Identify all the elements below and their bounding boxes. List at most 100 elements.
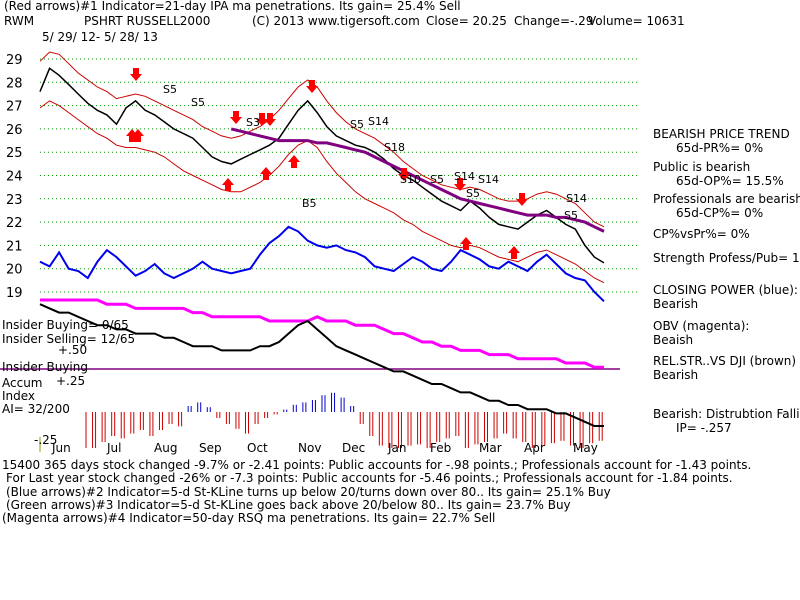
- obv-title: OBV (magenta):: [653, 319, 750, 333]
- y-tick-label: 20: [6, 263, 23, 278]
- relstr-title: REL.STR..VS DJI (brown): [653, 354, 797, 368]
- sell-arrow: [256, 113, 268, 126]
- y-tick-label: 28: [6, 76, 23, 91]
- signal-label: S5: [466, 187, 480, 200]
- obv-value: Beaish: [653, 333, 694, 347]
- stock-name: PSHRT RUSSELL2000: [84, 14, 211, 28]
- sell-arrow: [454, 178, 466, 191]
- y-tick-label: 19: [6, 286, 23, 301]
- footer-lastyear: For Last year stock changed -26% or -7.3…: [6, 471, 733, 485]
- y-tick-label: 21: [6, 239, 23, 254]
- ai-label: AI= 32/200: [2, 402, 70, 416]
- signal-arrows: [126, 68, 528, 259]
- minus-25-label: -.25: [34, 433, 58, 447]
- signal-label: S14: [454, 170, 475, 183]
- plus-50-label: +.50: [58, 343, 88, 357]
- index-label: Index: [2, 389, 36, 403]
- change-value: Change=-.29: [514, 14, 594, 28]
- cp-vs-pr: CP%vsPr%= 0%: [653, 227, 750, 241]
- footer-365day: 15400 365 days stock changed -9.7% or -2…: [2, 458, 752, 472]
- signal-label: S10: [400, 173, 421, 186]
- buy-arrow: [222, 178, 234, 191]
- price-trend-title: BEARISH PRICE TREND: [653, 127, 790, 141]
- y-tick-label: 23: [6, 193, 23, 208]
- insider-buying-count: Insider Buying= 0/65: [2, 318, 129, 332]
- buy-arrow: [132, 129, 144, 142]
- strength-profess: Strength Profess/Pub= 1.5: [653, 251, 800, 265]
- buy-arrow: [460, 237, 472, 250]
- signal-label: S5: [564, 209, 578, 222]
- copyright: (C) 2013 www.tigersoft.com: [252, 14, 420, 28]
- insider-selling-count: Insider Selling= 12/65: [2, 332, 136, 346]
- x-tick-label: Oct: [247, 441, 268, 455]
- sell-arrow: [264, 113, 276, 126]
- distribution-title: Bearish: Distrubtion Falling: [653, 407, 800, 421]
- y-tick-label: 25: [6, 146, 23, 161]
- x-tick-label: Sep: [199, 441, 222, 455]
- footer-green-arrows: (Green arrows)#3 Indicator=5-d St-KLine …: [6, 498, 571, 512]
- y-tick-label: 26: [6, 123, 23, 138]
- signal-label: S14: [566, 192, 587, 205]
- series-lines: [39, 51, 605, 427]
- series-line-upper-band: [39, 51, 605, 228]
- signal-label: S14: [368, 115, 389, 128]
- indicator-1-line: (Red arrows)#1 Indicator=21-day IPA ma p…: [4, 0, 461, 13]
- series-line-lower-band: [39, 100, 605, 284]
- sell-arrow: [230, 111, 242, 124]
- series-line-close: [39, 67, 605, 264]
- signal-label: S3: [246, 116, 260, 129]
- x-tick-label: Apr: [524, 441, 545, 455]
- x-tick-label: May: [573, 441, 598, 455]
- signal-label: S5: [191, 96, 205, 109]
- signal-label: B5: [302, 197, 317, 210]
- y-tick-label: 24: [6, 170, 23, 185]
- x-tick-label: Dec: [342, 441, 365, 455]
- footer-blue-arrows: (Blue arrows)#2 Indicator=5-d St-KLine t…: [6, 485, 611, 499]
- price-trend-value: 65d-PR%= 0%: [676, 141, 764, 155]
- buy-arrow: [288, 155, 300, 168]
- series-line-obv: [40, 298, 604, 369]
- relstr-value: Bearish: [653, 368, 699, 382]
- plus-25-label: +.25: [56, 374, 86, 388]
- buy-arrow: [260, 167, 272, 180]
- series-line-closing-power: [39, 225, 605, 303]
- signal-label: S5: [163, 83, 177, 96]
- accumulation-bars: [85, 392, 603, 448]
- y-tick-label: 29: [6, 53, 23, 68]
- sell-arrow: [516, 193, 528, 206]
- x-tick-label: Aug: [154, 441, 177, 455]
- sell-arrow: [130, 68, 142, 81]
- x-tick-label: Jul: [106, 441, 121, 455]
- distribution-value: IP= -.257: [676, 421, 732, 435]
- accum-label: Accum: [2, 376, 43, 390]
- symbol: RWM: [4, 14, 35, 28]
- series-line-rel-str-vs-dji: [39, 303, 604, 427]
- x-tick-label: Jun: [51, 441, 71, 455]
- professionals-title: Professionals are bearish: [653, 192, 800, 206]
- x-tick-label: Jan: [387, 441, 407, 455]
- date-range: 5/ 29/ 12- 5/ 28/ 13: [42, 30, 158, 44]
- insider-buying-label: Insider Buying: [2, 360, 88, 374]
- signal-label: S14: [478, 173, 499, 186]
- sell-arrow: [398, 168, 410, 181]
- closing-power-title: CLOSING POWER (blue):: [653, 283, 798, 297]
- series-line-moving-average: [230, 127, 605, 233]
- y-tick-label: 22: [6, 216, 23, 231]
- gridlines: [0, 58, 640, 452]
- sell-arrow: [306, 80, 318, 93]
- signal-label: S5: [430, 173, 444, 186]
- y-axis-labels: 29 28 27 26 25 24 23 22 21 20 19: [6, 53, 23, 301]
- x-axis-labels: Jun Jul Aug Sep Oct Nov Dec Jan Feb Mar Apr May: [51, 441, 598, 455]
- public-value: 65d-OP%= 15.5%: [676, 174, 784, 188]
- buy-arrow: [508, 246, 520, 259]
- x-tick-label: Mar: [479, 441, 502, 455]
- volume-value: Volume= 10631: [588, 14, 685, 28]
- professionals-value: 65d-CP%= 0%: [676, 206, 764, 220]
- closing-power-value: Bearish: [653, 297, 699, 311]
- y-tick-label: 27: [6, 100, 23, 115]
- footer-magenta-arrows: (Magenta arrows)#4 Indicator=50-day RSQ …: [2, 511, 496, 525]
- signal-label: S5: [350, 118, 364, 131]
- public-title: Public is bearish: [653, 160, 751, 174]
- signal-label: S18: [384, 141, 405, 154]
